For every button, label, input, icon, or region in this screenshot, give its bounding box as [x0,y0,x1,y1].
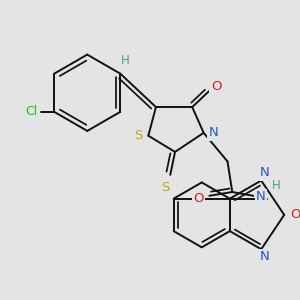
Text: N: N [208,126,218,139]
Text: N: N [260,250,270,263]
Text: N: N [260,167,270,179]
Text: H: H [272,179,280,192]
Text: O: O [194,192,204,205]
Text: S: S [161,181,170,194]
Text: H: H [121,54,129,67]
Text: N: N [256,190,266,203]
Text: Cl: Cl [25,105,38,118]
Text: O: O [290,208,300,221]
Text: S: S [135,129,143,142]
Text: O: O [211,80,221,93]
